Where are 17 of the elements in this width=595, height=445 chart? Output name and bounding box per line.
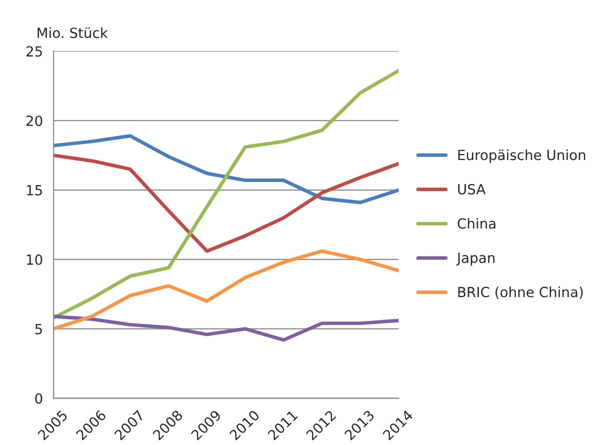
line-series bbox=[54, 68, 399, 320]
y-tick-label: 5 bbox=[35, 324, 42, 334]
line-series bbox=[54, 154, 399, 253]
legend-label: Europäische Union bbox=[458, 149, 586, 163]
y-tick-label: 0 bbox=[35, 393, 42, 404]
y-tick-label: 15 bbox=[26, 185, 42, 196]
legend-label: USA bbox=[458, 184, 486, 194]
line-series bbox=[54, 249, 399, 331]
legend-label: Japan bbox=[456, 252, 494, 266]
y-tick-label: 10 bbox=[26, 254, 42, 265]
y-tick-label: 25 bbox=[26, 46, 42, 57]
y-tick-label: 20 bbox=[26, 116, 42, 126]
line-series bbox=[54, 314, 399, 342]
legend-label: BRIC (ohne China) bbox=[458, 286, 583, 299]
line-series bbox=[54, 134, 399, 204]
legend-label: China bbox=[458, 218, 496, 229]
y-axis-title: Mio. Stück bbox=[38, 27, 108, 38]
